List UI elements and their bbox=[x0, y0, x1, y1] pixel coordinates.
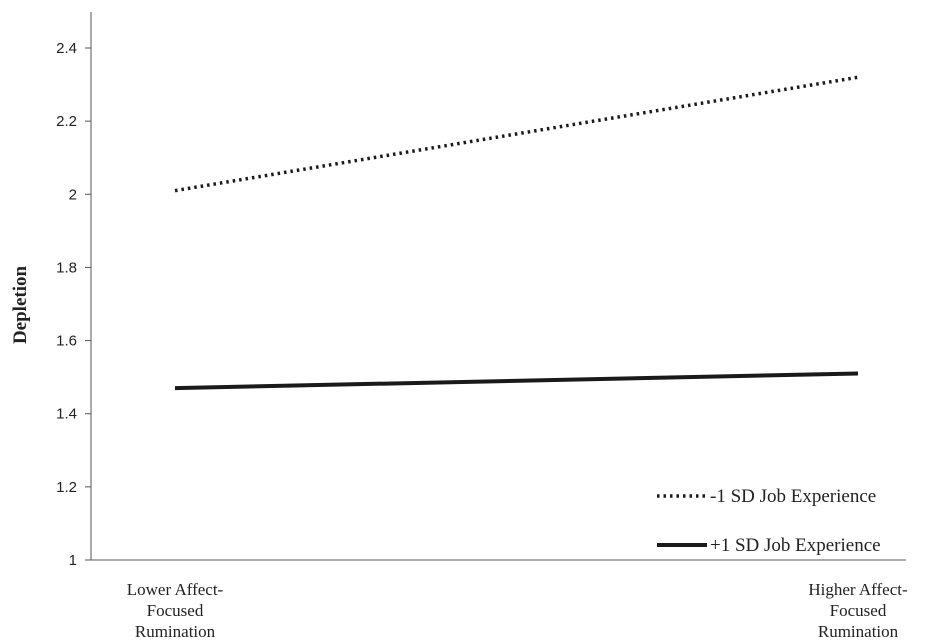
axes bbox=[90, 12, 906, 561]
legend-label: +1 SD Job Experience bbox=[710, 535, 881, 556]
y-tick-label: 1.6 bbox=[56, 333, 77, 350]
y-tick-label: 2 bbox=[69, 186, 77, 203]
y-tick-label: 1 bbox=[69, 552, 77, 569]
x-category-label-line: Focused bbox=[830, 601, 887, 620]
y-tick-label: 1.2 bbox=[56, 479, 77, 496]
series-group bbox=[174, 75, 859, 391]
y-ticks: 1 1.2 1.4 1.6 1.8 2 2.2 2.4 bbox=[56, 40, 91, 569]
x-category-label-line: Higher Affect- bbox=[808, 580, 908, 599]
series-line-minus-1sd bbox=[174, 75, 859, 193]
legend-label: -1 SD Job Experience bbox=[710, 486, 876, 507]
x-category-label: Lower Affect- Focused Rumination bbox=[127, 580, 224, 641]
x-category-label-line: Rumination bbox=[135, 622, 216, 641]
legend: -1 SD Job Experience +1 SD Job Experience bbox=[657, 486, 881, 556]
x-category-label-line: Focused bbox=[147, 601, 204, 620]
series-line-plus-1sd bbox=[174, 371, 859, 391]
y-axis-title: Depletion bbox=[10, 266, 31, 345]
y-tick-label: 1.4 bbox=[56, 406, 77, 423]
x-category-label: Higher Affect- Focused Rumination bbox=[808, 580, 908, 641]
x-category-label-line: Lower Affect- bbox=[127, 580, 224, 599]
y-tick-label: 1.8 bbox=[56, 259, 77, 276]
x-category-label-line: Rumination bbox=[818, 622, 899, 641]
y-tick-label: 2.2 bbox=[56, 113, 77, 130]
y-tick-label: 2.4 bbox=[56, 40, 77, 57]
